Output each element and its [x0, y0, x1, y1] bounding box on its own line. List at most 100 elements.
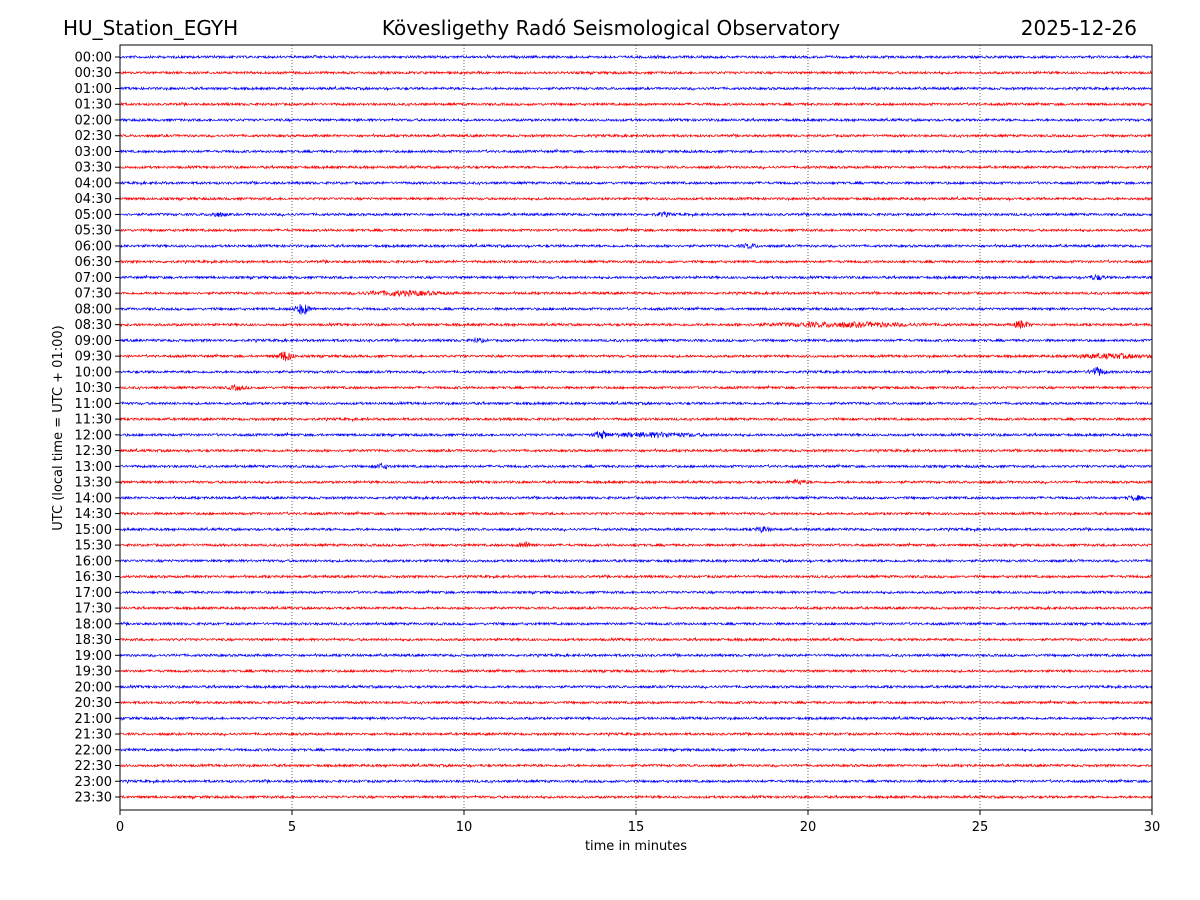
row-label: 14:30 [75, 507, 112, 522]
trace-0300 [119, 148, 1153, 155]
trace-0000 [119, 54, 1153, 60]
trace-1330 [119, 478, 1153, 486]
row-label: 04:30 [75, 192, 112, 207]
trace-0100 [119, 85, 1153, 92]
trace-1000 [119, 366, 1153, 376]
trace-2330 [120, 793, 1153, 801]
row-label: 22:30 [75, 759, 112, 774]
station-label: HU_Station_EGYH [63, 16, 238, 40]
trace-1430 [119, 510, 1153, 517]
row-label: 06:30 [75, 255, 112, 270]
row-label: 11:00 [75, 397, 112, 412]
row-label: 03:00 [75, 145, 112, 160]
trace-1230 [119, 447, 1153, 454]
row-label: 02:30 [75, 129, 112, 144]
trace-1300 [119, 461, 1153, 470]
trace-0500 [119, 210, 1153, 218]
row-label: 00:30 [75, 66, 112, 81]
chart-title: Kövesligethy Radó Seismological Observat… [382, 16, 840, 40]
row-label: 06:00 [75, 239, 112, 254]
row-label: 02:00 [75, 113, 112, 128]
row-label: 20:30 [75, 696, 112, 711]
trace-0530 [119, 226, 1152, 234]
x-tick-label: 5 [288, 820, 296, 835]
row-label: 23:00 [75, 775, 112, 790]
row-label: 15:00 [75, 523, 112, 538]
trace-1400 [119, 495, 1153, 502]
row-label: 04:00 [75, 176, 112, 191]
row-label: 07:00 [75, 271, 112, 286]
trace-0800 [119, 304, 1153, 316]
row-label: 16:00 [75, 554, 112, 569]
row-label: 16:30 [75, 570, 112, 585]
row-label: 09:30 [75, 350, 112, 365]
x-tick-label: 15 [628, 820, 645, 835]
trace-2030 [119, 699, 1153, 706]
trace-2130 [119, 731, 1153, 737]
x-tick-label: 30 [1144, 820, 1161, 835]
row-label: 07:30 [75, 287, 112, 302]
date-label: 2025-12-26 [1021, 16, 1137, 40]
row-label: 19:00 [75, 649, 112, 664]
trace-1800 [119, 620, 1153, 627]
trace-0630 [119, 258, 1153, 265]
row-label: 10:30 [75, 381, 112, 396]
row-label: 13:00 [75, 460, 112, 475]
trace-0600 [119, 242, 1153, 250]
row-label: 13:30 [75, 476, 112, 491]
trace-1200 [119, 430, 1153, 440]
row-label: 21:00 [75, 712, 112, 727]
x-tick-label: 25 [972, 820, 989, 835]
trace-0130 [119, 100, 1153, 108]
trace-0730 [119, 289, 1153, 298]
x-tick-label: 10 [456, 820, 473, 835]
row-label: 18:00 [75, 617, 112, 632]
row-label: 21:30 [75, 728, 112, 743]
trace-1830 [119, 636, 1153, 643]
trace-1930 [119, 667, 1153, 674]
x-axis-label: time in minutes [585, 839, 687, 854]
trace-2230 [119, 762, 1153, 769]
x-tick-label: 20 [800, 820, 817, 835]
trace-0230 [119, 132, 1153, 139]
row-label: 01:00 [75, 82, 112, 97]
trace-1130 [119, 416, 1153, 423]
trace-1630 [119, 573, 1153, 580]
row-label: 17:00 [75, 586, 112, 601]
row-label: 12:30 [75, 444, 112, 459]
trace-1600 [119, 557, 1153, 564]
row-label: 20:00 [75, 680, 112, 695]
row-label: 10:00 [75, 365, 112, 380]
trace-1700 [119, 589, 1153, 596]
row-label: 08:00 [75, 302, 112, 317]
trace-1730 [119, 605, 1153, 611]
trace-1030 [119, 383, 1153, 392]
trace-1900 [119, 652, 1153, 659]
row-label: 09:00 [75, 334, 112, 349]
row-label: 05:00 [75, 208, 112, 223]
trace-0030 [119, 69, 1153, 76]
y-axis-label: UTC (local time = UTC + 01:00) [51, 325, 66, 530]
trace-2100 [119, 715, 1153, 722]
trace-0330 [119, 164, 1153, 171]
trace-1530 [119, 541, 1153, 548]
row-label: 23:30 [75, 791, 112, 806]
row-label: 05:30 [75, 224, 112, 239]
trace-2200 [119, 746, 1153, 753]
trace-0900 [119, 336, 1153, 344]
row-label: 19:30 [75, 665, 112, 680]
row-label: 17:30 [75, 602, 112, 617]
trace-1100 [119, 400, 1153, 407]
trace-2300 [119, 777, 1153, 785]
row-label: 12:00 [75, 428, 112, 443]
trace-0830 [119, 320, 1153, 329]
x-tick-label: 0 [116, 820, 124, 835]
trace-1500 [119, 525, 1153, 534]
trace-0200 [119, 116, 1152, 123]
row-label: 03:30 [75, 161, 112, 176]
row-label: 11:30 [75, 413, 112, 428]
trace-0400 [119, 179, 1153, 187]
row-label: 15:30 [75, 539, 112, 554]
row-label: 18:30 [75, 633, 112, 648]
